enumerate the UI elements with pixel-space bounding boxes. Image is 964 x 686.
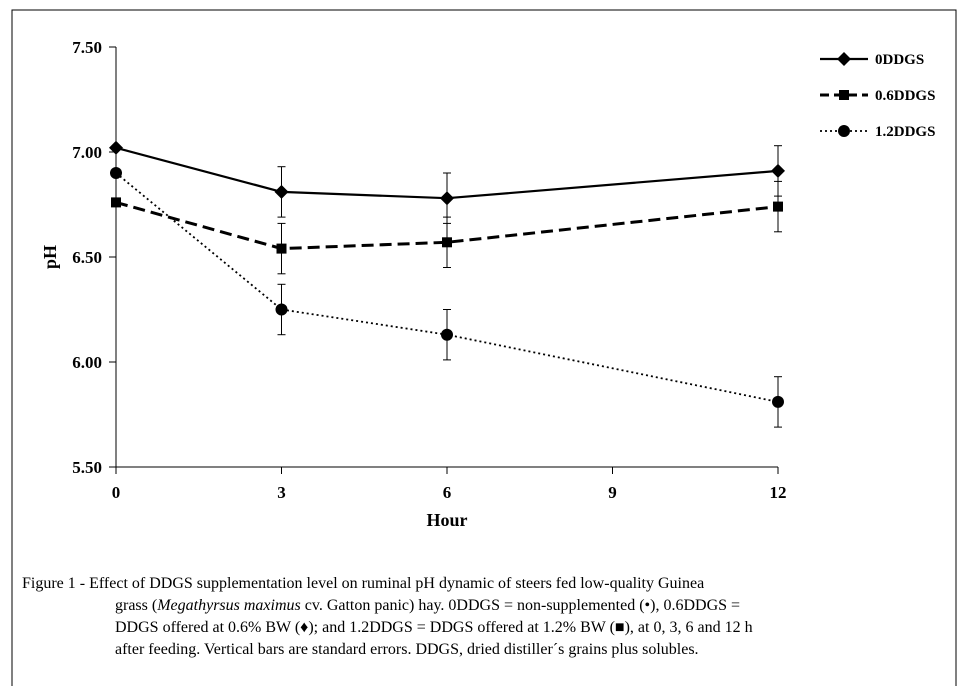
data-point-square bbox=[111, 197, 121, 208]
legend-label: 0DDGS bbox=[875, 52, 924, 68]
x-tick-label: 0 bbox=[112, 483, 121, 502]
x-tick-label: 3 bbox=[277, 483, 286, 502]
caption-text: cv. Gatton panic) hay. 0DDGS = non-suppl… bbox=[300, 597, 741, 614]
legend-label: 0.6DDGS bbox=[875, 88, 935, 104]
species-name: Megathyrsus maximus bbox=[157, 597, 301, 614]
y-tick-label: 6.50 bbox=[72, 248, 102, 267]
chart: 5.50 6.00 6.50 7.00 7.50 0 3 6 9 12 Hour pH 0DDGS 0.… bbox=[40, 38, 935, 530]
data-point-circle bbox=[772, 395, 784, 408]
y-tick-label: 6.00 bbox=[72, 353, 102, 372]
legend-marker-circle bbox=[838, 125, 850, 137]
data-point-square bbox=[442, 237, 452, 248]
series-line-0 bbox=[115, 146, 779, 200]
error-bars bbox=[277, 145, 782, 428]
data-point-square bbox=[773, 201, 783, 212]
caption-line-1: Figure 1 - Effect of DDGS supplementatio… bbox=[22, 575, 705, 592]
x-tick-label: 9 bbox=[608, 483, 617, 502]
y-tick-label: 7.00 bbox=[72, 143, 102, 162]
x-tick-label: 12 bbox=[770, 483, 787, 502]
caption-line-4: after feeding. Vertical bars are standar… bbox=[115, 641, 699, 658]
figure-caption: Figure 1 - Effect of DDGS supplementatio… bbox=[22, 573, 952, 661]
series-line-1 bbox=[115, 200, 779, 251]
caption-line-3: DDGS offered at 0.6% BW (♦); and 1.2DDGS… bbox=[115, 619, 753, 636]
x-axis-title: Hour bbox=[426, 510, 467, 530]
data-point-square bbox=[276, 243, 287, 254]
legend-label: 1.2DDGS bbox=[875, 124, 935, 140]
series-lines bbox=[115, 146, 779, 403]
axes: 5.50 6.00 6.50 7.00 7.50 0 3 6 9 12 Hour pH bbox=[40, 38, 787, 530]
data-point-circle bbox=[441, 328, 453, 341]
data-point-diamond bbox=[771, 163, 785, 178]
x-tick-label: 6 bbox=[443, 483, 452, 502]
data-point-diamond bbox=[274, 184, 289, 199]
y-tick-label: 5.50 bbox=[72, 458, 102, 477]
y-axis-title: pH bbox=[40, 245, 60, 269]
series-markers bbox=[109, 140, 785, 408]
legend: 0DDGS 0.6DDGS 1.2DDGS bbox=[820, 52, 935, 140]
data-point-diamond bbox=[109, 140, 123, 155]
data-point-circle bbox=[275, 303, 288, 316]
data-point-diamond bbox=[440, 191, 454, 206]
data-point-circle bbox=[110, 167, 122, 179]
caption-text: grass ( bbox=[115, 597, 158, 614]
legend-marker-diamond bbox=[837, 52, 851, 66]
legend-marker-square bbox=[839, 90, 849, 100]
series-line-2 bbox=[115, 172, 779, 403]
y-tick-label: 7.50 bbox=[72, 38, 102, 57]
caption-line-2: grass (Megathyrsus maximus cv. Gatton pa… bbox=[22, 595, 952, 617]
